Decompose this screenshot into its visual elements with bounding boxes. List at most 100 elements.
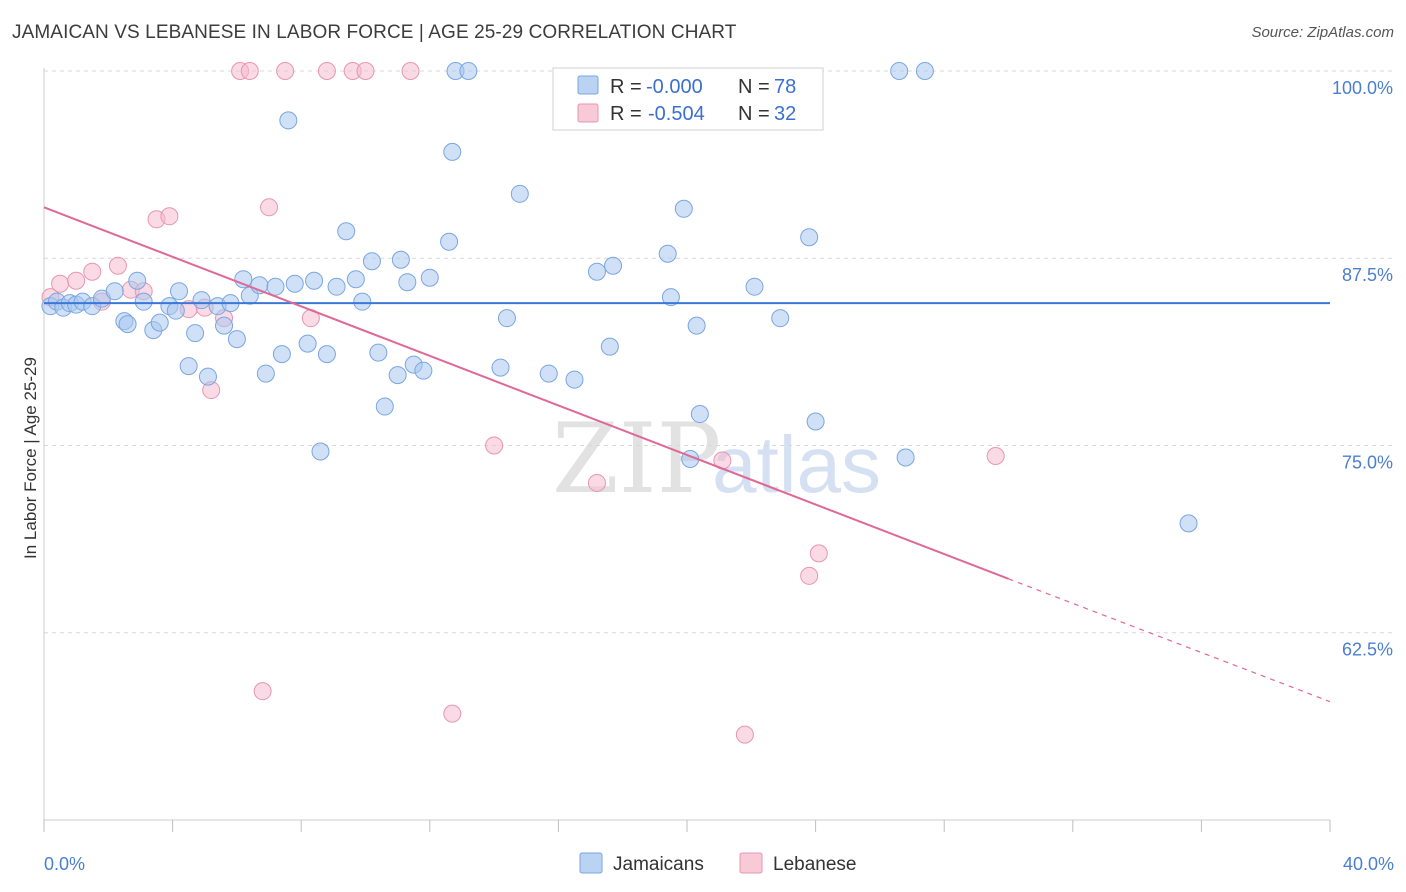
jamaican-point — [272, 345, 291, 364]
lebanese-point — [83, 262, 102, 281]
jamaican-point — [497, 309, 516, 328]
jamaican-point — [420, 268, 439, 287]
jamaican-point — [687, 316, 706, 335]
y-tick-labels: 62.5% 75.0% 87.5% 100.0% — [1332, 78, 1393, 660]
legend-r-label-jamaicans: R = — [610, 76, 642, 98]
jamaican-point — [388, 366, 407, 385]
jamaican-point — [166, 301, 185, 320]
lebanese-point — [160, 207, 179, 226]
y-tick-label: 62.5% — [1342, 640, 1393, 660]
jamaican-point — [398, 273, 417, 292]
watermark-atlas: atlas — [712, 420, 881, 509]
lebanese-point — [587, 473, 606, 492]
jamaican-point — [896, 448, 915, 467]
jamaican-point — [565, 370, 584, 389]
lebanese-point — [240, 61, 259, 80]
jamaican-point — [362, 252, 381, 271]
jamaican-point — [227, 330, 246, 349]
jamaican-point — [346, 270, 365, 289]
lebanese-point — [485, 436, 504, 455]
jamaican-point — [771, 309, 790, 328]
jamaican-point — [305, 271, 324, 290]
y-tick-label: 100.0% — [1332, 78, 1393, 98]
legend-r-label-lebanese: R = — [610, 103, 642, 125]
jamaican-point — [690, 405, 709, 424]
jamaican-point — [375, 397, 394, 416]
jamaican-point — [459, 61, 478, 80]
chart-title: JAMAICAN VS LEBANESE IN LABOR FORCE | AG… — [12, 22, 737, 43]
jamaican-point — [256, 364, 275, 383]
jamaican-point — [327, 277, 346, 296]
legend-n-label-lebanese: N = — [738, 103, 770, 125]
lebanese-point — [260, 198, 279, 217]
lebanese-point — [51, 274, 70, 293]
jamaican-point — [128, 271, 147, 290]
jamaican-point — [150, 313, 169, 332]
legend-r-value-jamaicans: -0.000 — [646, 76, 703, 98]
jamaican-point — [353, 292, 372, 311]
jamaican-point — [134, 292, 153, 311]
jamaican-point — [285, 274, 304, 293]
y-axis-label: In Labor Force | Age 25-29 — [21, 357, 40, 559]
correlation-legend: R = -0.000 N = 78 R = -0.504 N = 32 — [552, 67, 824, 131]
jamaican-point — [369, 343, 388, 362]
jamaican-point — [806, 412, 825, 431]
jamaican-point — [539, 364, 558, 383]
jamaican-point — [1179, 514, 1198, 533]
jamaican-point — [800, 228, 819, 247]
jamaican-point — [311, 442, 330, 461]
jamaican-point — [604, 256, 623, 275]
lebanese-point — [800, 566, 819, 585]
jamaican-point — [600, 337, 619, 356]
jamaican-point — [443, 142, 462, 161]
trend-lines — [43, 206, 1331, 703]
x-tick-label-min: 0.0% — [44, 854, 85, 874]
jamaican-point — [192, 291, 211, 310]
legend-n-value-lebanese: 32 — [774, 103, 796, 125]
jamaican-point — [587, 262, 606, 281]
series-legend-swatch-jamaicans — [579, 852, 603, 874]
jamaican-point — [186, 324, 205, 343]
grid — [44, 70, 1392, 634]
jamaican-point — [915, 61, 934, 80]
lebanese-point — [108, 256, 127, 275]
jamaican-point — [337, 222, 356, 241]
lebanese-point — [253, 682, 272, 701]
lebanese-point — [356, 61, 375, 80]
y-tick-label: 87.5% — [1342, 265, 1393, 285]
jamaican-point — [298, 334, 317, 353]
jamaican-point — [266, 277, 285, 296]
x-tick-label-max: 40.0% — [1343, 854, 1394, 874]
jamaican-point — [317, 345, 336, 364]
lebanese-point — [809, 544, 828, 563]
legend-swatch-lebanese — [577, 103, 599, 123]
jamaican-points — [41, 61, 1198, 533]
x-tick-labels: 0.0% 40.0% — [43, 820, 1394, 874]
jamaican-point — [215, 316, 234, 335]
jamaican-point — [890, 61, 909, 80]
lebanese-point — [986, 446, 1005, 465]
jamaican-point — [674, 199, 693, 218]
lebanese-point — [67, 271, 86, 290]
lebanese-point — [276, 61, 295, 80]
lebanese-points — [41, 61, 1005, 744]
legend-swatch-jamaicans — [577, 75, 599, 95]
jamaican-point — [118, 315, 137, 334]
lebanese-point — [443, 704, 462, 723]
jamaican-point — [661, 288, 680, 307]
jamaican-point — [510, 184, 529, 203]
lebanese-trend-line — [43, 206, 1009, 580]
lebanese-point — [317, 61, 336, 80]
jamaican-point — [745, 277, 764, 296]
jamaican-point — [391, 250, 410, 269]
legend-n-value-jamaicans: 78 — [774, 76, 796, 98]
series-legend-jamaicans: Jamaicans — [613, 854, 704, 875]
lebanese-point — [735, 725, 754, 744]
jamaican-point — [279, 111, 298, 130]
lebanese-trend-extrapolation — [1008, 578, 1331, 703]
jamaican-point — [179, 357, 198, 376]
jamaican-point — [440, 232, 459, 251]
y-tick-label: 75.0% — [1342, 452, 1393, 472]
